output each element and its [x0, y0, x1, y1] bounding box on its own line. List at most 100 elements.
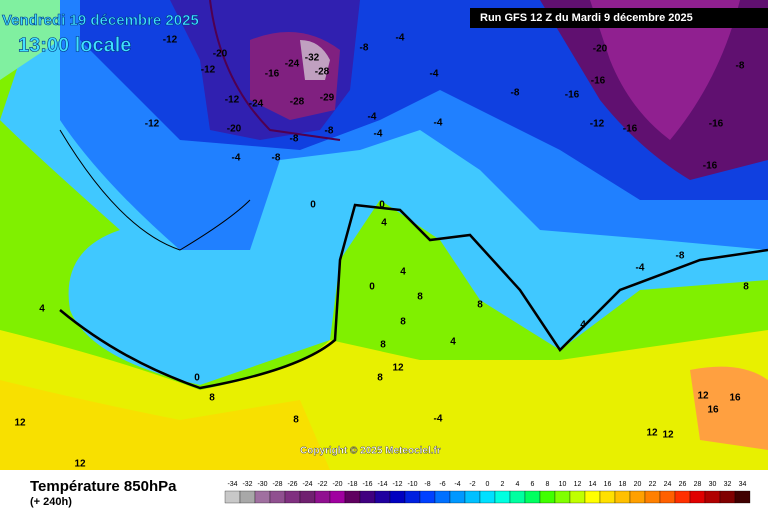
scale-label: -22	[317, 481, 327, 488]
scale-swatch	[629, 490, 646, 504]
contour-label: -32	[305, 53, 320, 64]
scale-swatch	[569, 490, 586, 504]
contour-label: 4	[400, 267, 406, 278]
contour-label: -4	[396, 33, 405, 44]
contour-label: 4	[381, 218, 387, 229]
scale-swatch	[284, 490, 301, 504]
scale-label: 4	[516, 481, 520, 488]
scale-swatch	[449, 490, 466, 504]
contour-label: -28	[315, 67, 330, 78]
contour-label: -4	[430, 69, 439, 80]
contour-label: -4	[374, 129, 383, 140]
contour-label: -24	[249, 99, 264, 110]
contour-label: -4	[232, 153, 241, 164]
contour-label: -8	[325, 126, 334, 137]
scale-swatch	[659, 490, 676, 504]
scale-label: 34	[739, 481, 747, 488]
scale-swatch	[254, 490, 271, 504]
contour-label: -12	[225, 95, 240, 106]
scale-label: 16	[604, 481, 612, 488]
scale-label: 10	[559, 481, 567, 488]
forecast-lead: (+ 240h)	[30, 496, 72, 508]
contour-label: -24	[285, 59, 300, 70]
contour-label: -4	[368, 112, 377, 123]
scale-swatch	[224, 490, 241, 504]
contour-label: 8	[377, 373, 383, 384]
contour-label: -12	[590, 119, 605, 130]
contour-label: -8	[676, 251, 685, 262]
contour-label: -12	[201, 65, 216, 76]
scale-label: -10	[407, 481, 417, 488]
scale-label: 32	[724, 481, 732, 488]
scale-label: 30	[709, 481, 717, 488]
contour-label: -8	[360, 43, 369, 54]
contour-label: -4	[434, 118, 443, 129]
contour-label: -16	[703, 161, 718, 172]
scale-swatch	[584, 490, 601, 504]
contour-label: -16	[623, 124, 638, 135]
contour-label: 8	[293, 415, 299, 426]
scale-label: -30	[257, 481, 267, 488]
run-info: Run GFS 12 Z du Mardi 9 décembre 2025	[480, 12, 693, 24]
scale-swatch	[524, 490, 541, 504]
scale-label: -34	[227, 481, 237, 488]
contour-label: -8	[736, 61, 745, 72]
scale-swatch	[479, 490, 496, 504]
contour-label: 8	[477, 300, 483, 311]
scale-label: -26	[287, 481, 297, 488]
date: Vendredi 19 décembre 2025	[2, 12, 199, 29]
scale-swatch	[704, 490, 721, 504]
scale-label: -24	[302, 481, 312, 488]
scale-swatch	[494, 490, 511, 504]
copyright: Copyright © 2025 Meteociel.fr	[300, 446, 441, 457]
scale-label: 2	[501, 481, 505, 488]
contour-label: -16	[709, 119, 724, 130]
scale-label: 12	[574, 481, 582, 488]
contour-label: 0	[310, 200, 316, 211]
scale-swatch	[419, 490, 436, 504]
scale-label: -20	[332, 481, 342, 488]
contour-label: -4	[636, 263, 645, 274]
scale-swatch	[434, 490, 451, 504]
scale-swatch	[464, 490, 481, 504]
contour-label: 4	[39, 304, 45, 315]
scale-swatch	[554, 490, 571, 504]
scale-swatch	[599, 490, 616, 504]
contour-label: -4	[434, 414, 443, 425]
map-fields	[0, 0, 768, 470]
scale-swatch	[539, 490, 556, 504]
scale-label: 18	[619, 481, 627, 488]
scale-swatch	[374, 490, 391, 504]
scale-label: 6	[531, 481, 535, 488]
scale-label: -28	[272, 481, 282, 488]
scale-label: -12	[392, 481, 402, 488]
contour-label: 0	[194, 373, 200, 384]
contour-label: 12	[662, 430, 674, 441]
scale-swatch	[329, 490, 346, 504]
scale-label: -32	[242, 481, 252, 488]
contour-label: -20	[213, 49, 228, 60]
scale-label: 26	[679, 481, 687, 488]
contour-label: -12	[163, 35, 178, 46]
contour-label: 0	[369, 282, 375, 293]
contour-label: 12	[697, 391, 709, 402]
contour-label: 12	[74, 459, 86, 470]
contour-label: -29	[320, 93, 335, 104]
contour-label: -16	[565, 90, 580, 101]
contour-label: -8	[290, 134, 299, 145]
contour-label: 12	[14, 418, 26, 429]
scale-swatch	[614, 490, 631, 504]
scale-swatch	[299, 490, 316, 504]
scale-label: -18	[347, 481, 357, 488]
scale-label: 24	[664, 481, 672, 488]
scale-label: -6	[439, 481, 445, 488]
scale-swatch	[509, 490, 526, 504]
contour-label: 8	[380, 340, 386, 351]
scale-swatch	[719, 490, 736, 504]
local-time: 13:00 locale	[18, 34, 131, 56]
scale-swatch	[389, 490, 406, 504]
scale-label: -14	[377, 481, 387, 488]
contour-label: 12	[392, 363, 404, 374]
scale-label: -4	[454, 481, 460, 488]
